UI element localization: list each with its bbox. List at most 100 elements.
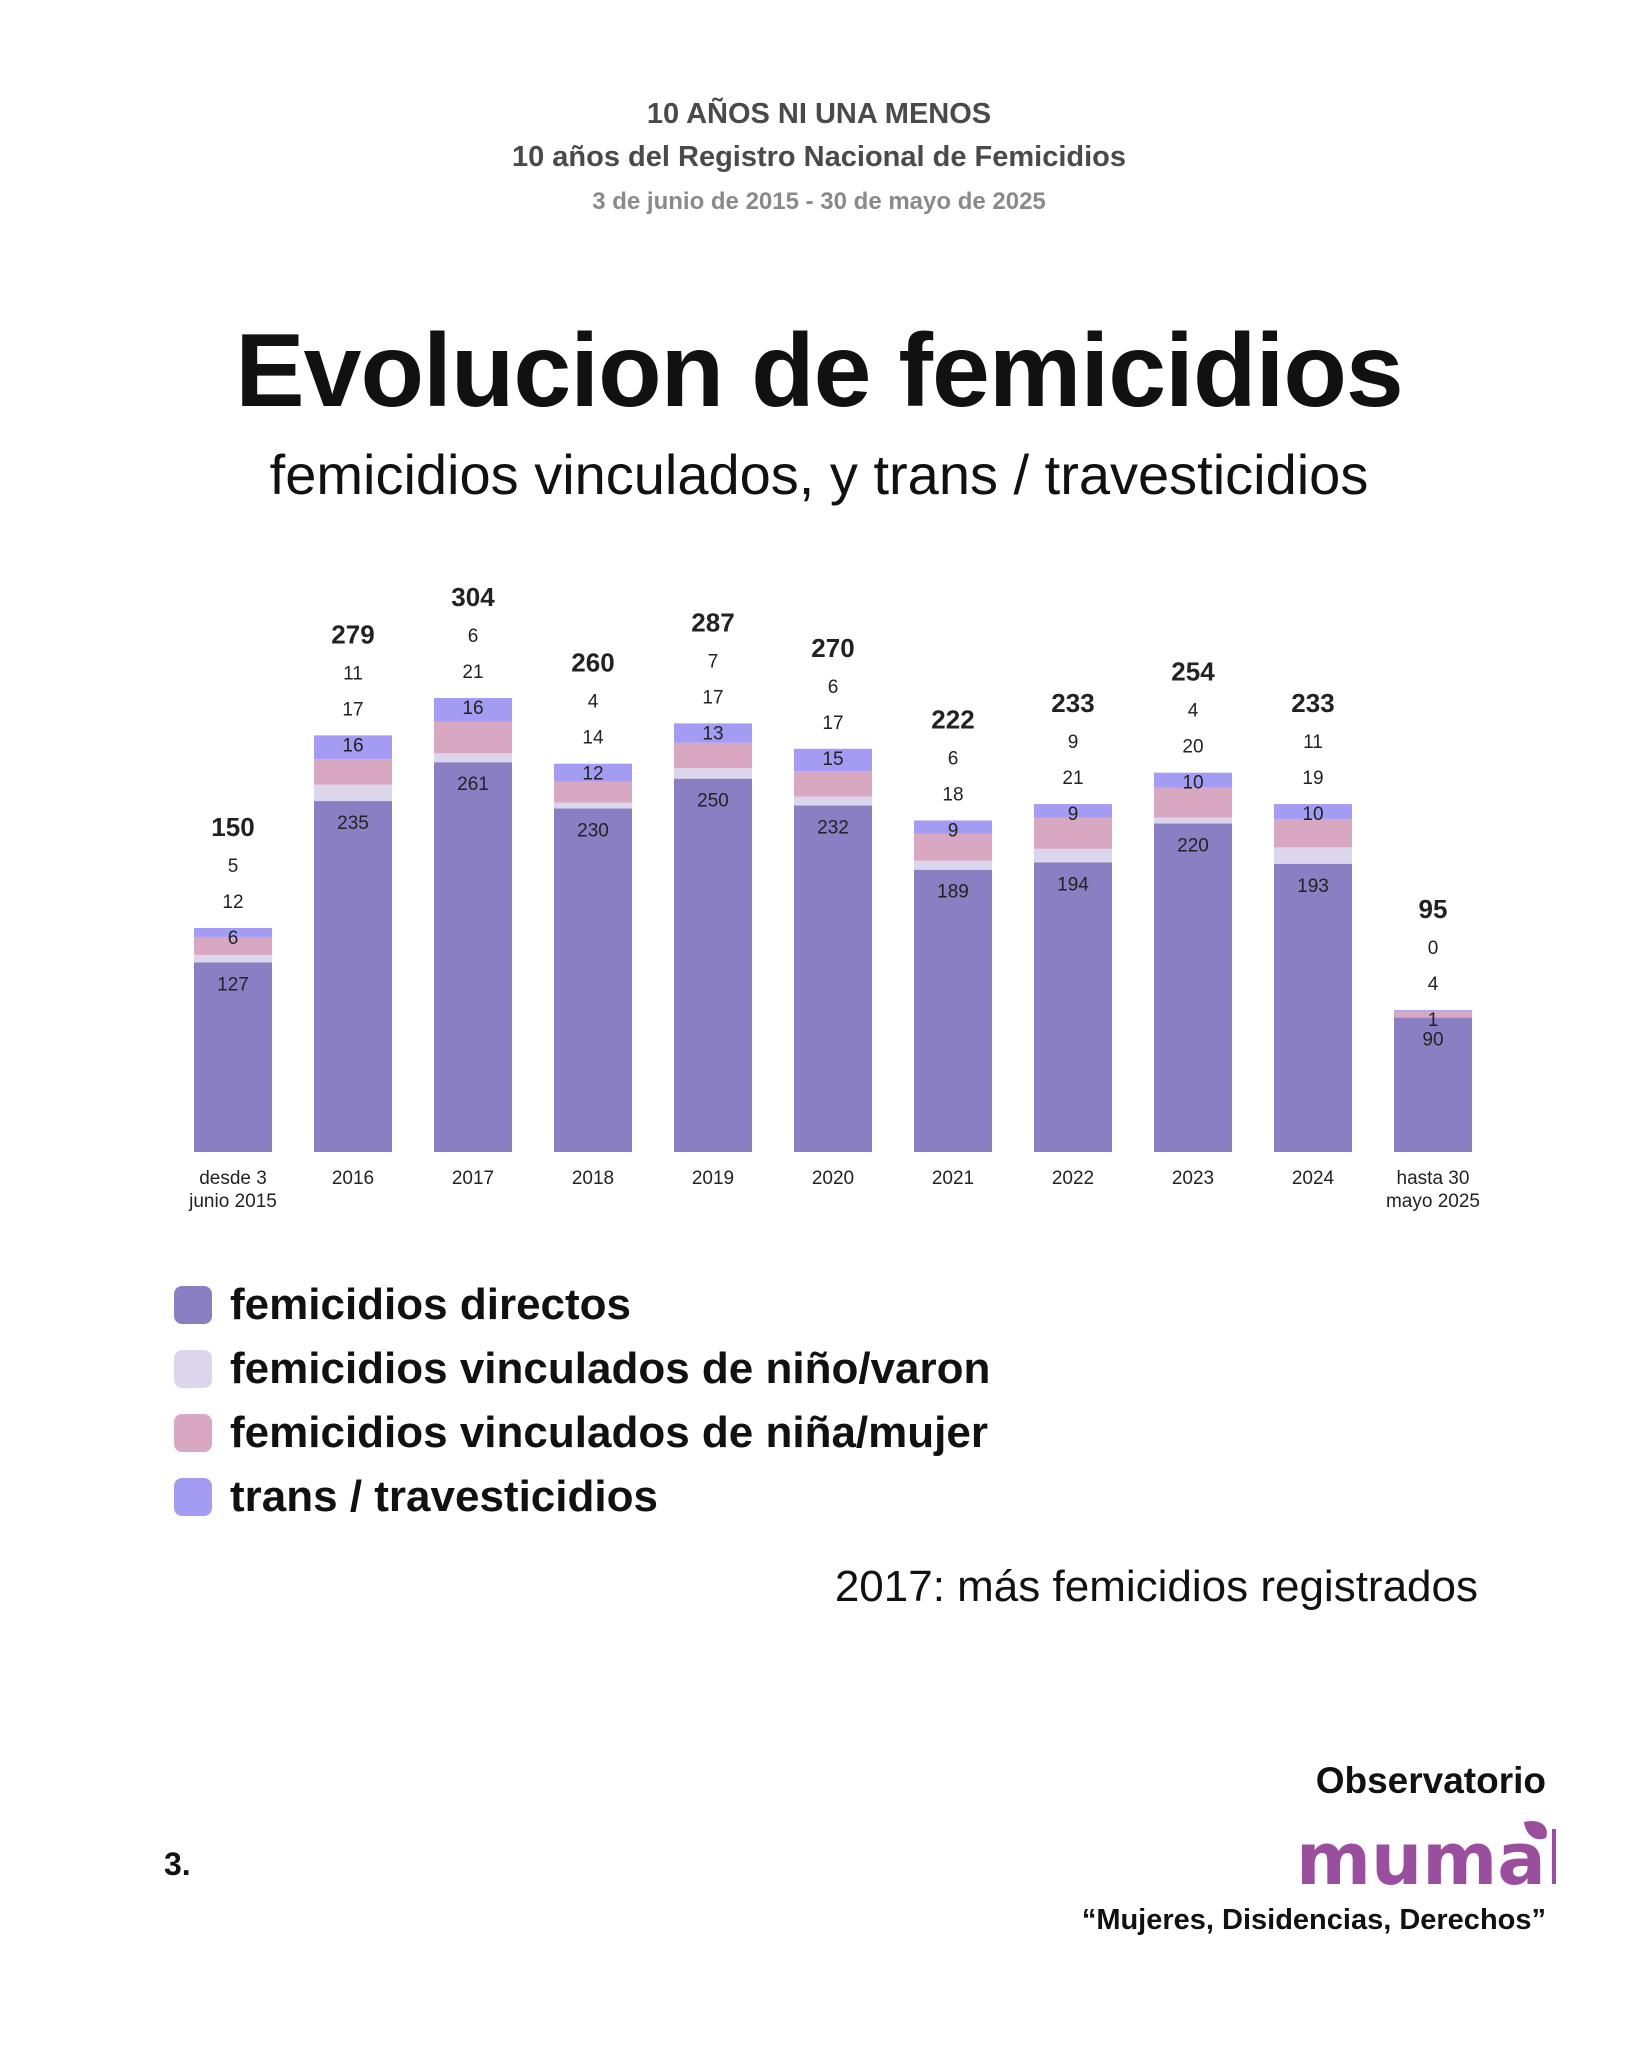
tick-label-0-1: junio 2015 (188, 1191, 277, 1212)
data-label-total-2: 304 (451, 582, 495, 612)
data-label-directos-5: 232 (817, 818, 849, 839)
data-label-vinculados-mujer-0: 12 (222, 892, 243, 913)
data-label-directos-8: 220 (1177, 835, 1209, 856)
data-label-vinculados-varon-8: 4 (1188, 701, 1199, 722)
bar-vinculados-varon-3 (554, 802, 632, 809)
bar-directos-5 (794, 805, 872, 1152)
organization-tagline: “Mujeres, Disidencias, Derechos” (1081, 1904, 1546, 1936)
tick-label-3-0: 2018 (572, 1168, 614, 1189)
data-label-directos-3: 230 (577, 821, 609, 842)
tick-label-6-0: 2021 (932, 1168, 974, 1189)
tick-label-4-0: 2019 (692, 1168, 734, 1189)
legend-swatch-trans (174, 1478, 212, 1516)
data-label-total-0: 150 (211, 812, 254, 842)
bar-vinculados-mujer-4 (674, 742, 752, 769)
data-label-total-3: 260 (571, 648, 614, 678)
data-label-vinculados-varon-0: 5 (228, 856, 239, 877)
legend-swatch-directos (174, 1286, 212, 1324)
header-kicker: 10 AÑOS NI UNA MENOS (646, 98, 992, 130)
bar-trans-8 (1154, 772, 1232, 788)
data-label-vinculados-varon-6: 6 (948, 748, 959, 769)
data-label-total-4: 287 (691, 607, 734, 637)
chart-annotation: 2017: más femicidios registrados (834, 1562, 1478, 1611)
bar-trans-4 (674, 723, 752, 743)
data-label-total-9: 233 (1291, 688, 1334, 718)
bar-vinculados-varon-1 (314, 784, 392, 802)
data-label-trans-7: 9 (1068, 804, 1079, 825)
bar-directos-8 (1154, 823, 1232, 1152)
data-label-total-1: 279 (331, 619, 374, 649)
tick-label-10-1: mayo 2025 (1386, 1191, 1480, 1212)
bar-directos-10 (1394, 1017, 1472, 1152)
data-label-vinculados-mujer-3: 14 (582, 728, 604, 749)
page-number: 3. (164, 1846, 191, 1882)
data-label-vinculados-varon-2: 6 (468, 626, 479, 647)
tick-label-0-0: desde 3 (199, 1168, 267, 1189)
organization-label: Observatorio (1315, 1760, 1546, 1801)
data-label-vinculados-mujer-8: 20 (1182, 737, 1203, 758)
data-label-vinculados-varon-10: 0 (1428, 938, 1439, 959)
bar-trans-0 (194, 927, 272, 937)
data-label-trans-1: 16 (342, 735, 363, 756)
data-label-vinculados-varon-5: 6 (828, 677, 839, 698)
legend-label-directos: femicidios directos (230, 1280, 632, 1329)
data-label-directos-4: 250 (697, 791, 729, 812)
data-label-directos-1: 235 (337, 813, 369, 834)
bar-directos-7 (1034, 862, 1112, 1152)
bar-trans-2 (434, 698, 512, 722)
data-label-total-8: 254 (1171, 657, 1215, 687)
bar-directos-1 (314, 801, 392, 1152)
data-label-trans-4: 13 (702, 723, 723, 744)
tick-label-10-0: hasta 30 (1397, 1168, 1470, 1189)
data-label-trans-6: 9 (948, 820, 959, 841)
data-label-trans-9: 10 (1302, 804, 1323, 825)
bar-trans-10 (1394, 1010, 1472, 1012)
mumala-logo-text: mumala (1296, 1817, 1556, 1900)
data-label-total-6: 222 (931, 704, 974, 734)
data-label-directos-6: 189 (937, 882, 969, 903)
bar-vinculados-varon-8 (1154, 817, 1232, 824)
legend-label-vinculados-mujer: femicidios vinculados de niña/mujer (230, 1408, 988, 1457)
data-label-trans-10: 1 (1428, 1010, 1439, 1031)
bar-directos-4 (674, 778, 752, 1152)
bar-vinculados-mujer-9 (1274, 818, 1352, 848)
tick-label-5-0: 2020 (812, 1168, 854, 1189)
data-label-vinculados-varon-9: 11 (1303, 732, 1323, 753)
bar-trans-9 (1274, 804, 1352, 819)
tick-label-8-0: 2023 (1172, 1168, 1214, 1189)
bar-directos-2 (434, 762, 512, 1152)
tick-label-9-0: 2024 (1292, 1168, 1335, 1189)
data-label-directos-9: 193 (1297, 876, 1329, 897)
legend-label-trans: trans / travesticidios (230, 1472, 658, 1521)
data-label-vinculados-varon-7: 9 (1068, 732, 1079, 753)
legend-label-vinculados-varon: femicidios vinculados de niño/varon (230, 1344, 991, 1393)
bar-trans-5 (794, 748, 872, 772)
bar-vinculados-mujer-2 (434, 721, 512, 754)
data-label-vinculados-varon-1: 11 (343, 663, 363, 684)
bar-vinculados-mujer-3 (554, 781, 632, 803)
data-label-vinculados-varon-3: 4 (588, 692, 599, 713)
bar-directos-0 (194, 962, 272, 1152)
bar-vinculados-mujer-1 (314, 759, 392, 785)
data-label-vinculados-mujer-7: 21 (1062, 768, 1083, 789)
data-label-vinculados-mujer-9: 19 (1302, 768, 1323, 789)
data-label-vinculados-mujer-4: 17 (702, 687, 723, 708)
bar-vinculados-mujer-0 (194, 936, 272, 955)
tick-label-7-0: 2022 (1052, 1168, 1094, 1189)
bar-vinculados-varon-6 (914, 860, 992, 870)
data-label-vinculados-mujer-6: 18 (942, 784, 963, 805)
bar-directos-3 (554, 808, 632, 1152)
bar-vinculados-mujer-7 (1034, 817, 1112, 849)
mumala-logo: mumala (1296, 1817, 1556, 1900)
bar-vinculados-varon-2 (434, 753, 512, 763)
data-label-vinculados-varon-4: 7 (708, 651, 719, 672)
legend-swatch-vinculados-mujer (174, 1414, 212, 1452)
tick-label-1-0: 2016 (332, 1168, 374, 1189)
data-label-trans-5: 15 (822, 749, 843, 770)
bar-vinculados-varon-5 (794, 796, 872, 806)
data-label-directos-10: 90 (1422, 1030, 1443, 1051)
tick-label-2-0: 2017 (452, 1168, 494, 1189)
chart-title: Evolucion de femicidios (235, 313, 1403, 429)
data-label-vinculados-mujer-5: 17 (822, 713, 843, 734)
